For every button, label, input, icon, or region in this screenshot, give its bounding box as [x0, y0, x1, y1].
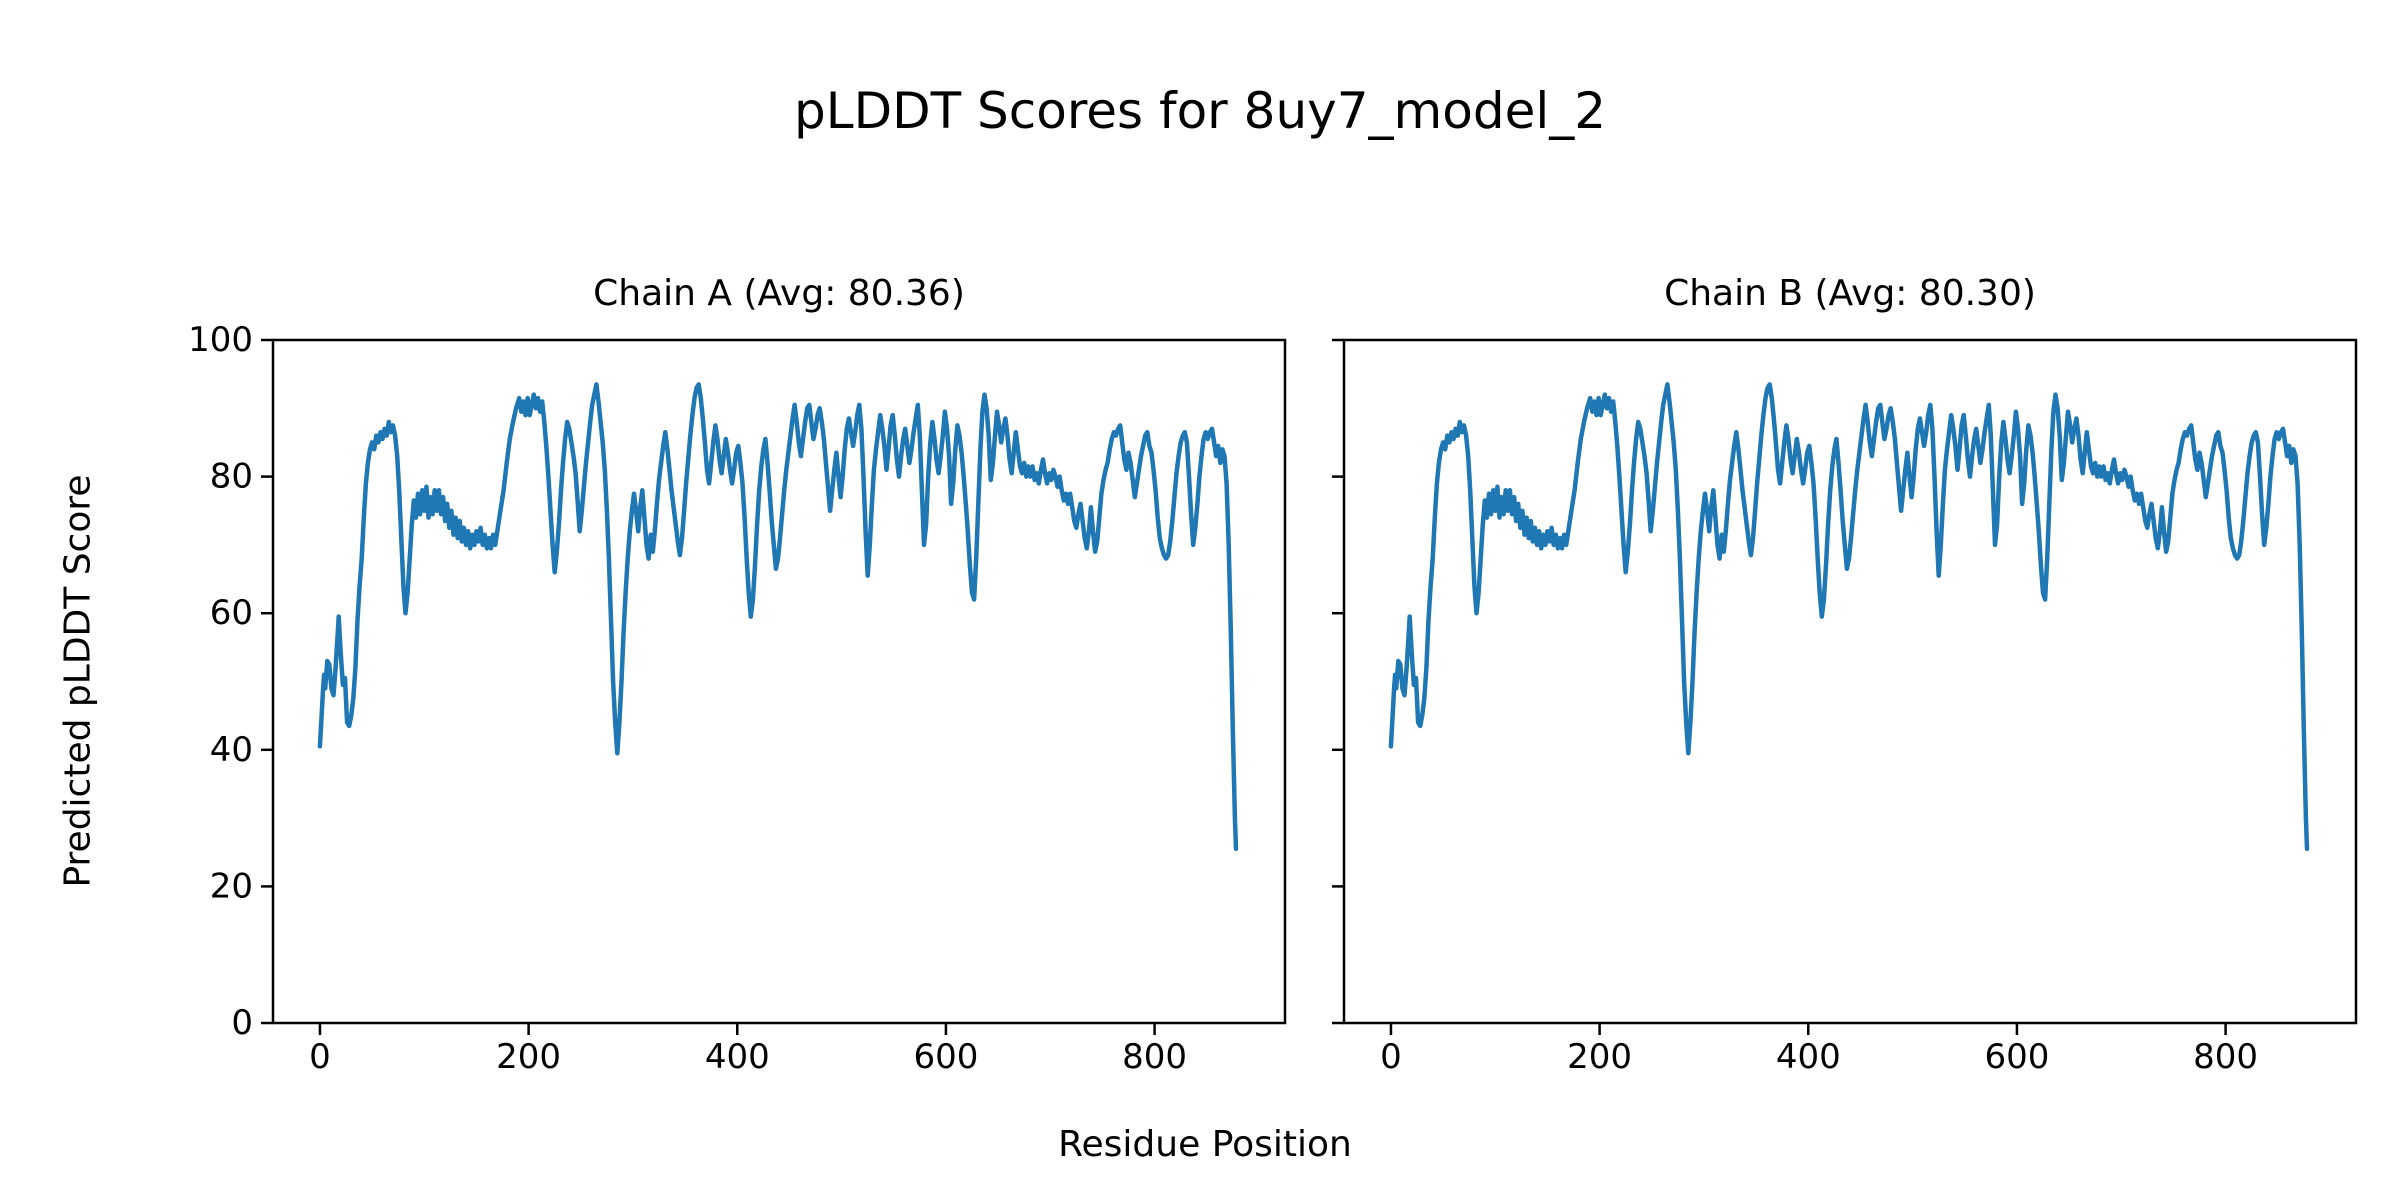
- x-tick-label: 400: [1776, 1037, 1841, 1077]
- chain-a-axes: [271, 338, 1287, 1025]
- y-tick-label: 60: [210, 593, 253, 633]
- chain-b-axes: [1342, 338, 2358, 1025]
- x-tick-label: 0: [309, 1037, 331, 1077]
- plddt-line-chain-a: [317, 382, 1239, 852]
- x-axis-label: Residue Position: [1058, 1124, 1352, 1165]
- chain-a-title: Chain A (Avg: 80.36): [593, 273, 965, 314]
- x-tick-label: 200: [1567, 1037, 1632, 1077]
- x-tick-label: 200: [496, 1037, 561, 1077]
- plddt-line-chain-b: [1388, 382, 2310, 852]
- x-tick-label: 600: [1984, 1037, 2049, 1077]
- y-tick-label: 100: [188, 320, 253, 360]
- y-tick-label: 20: [210, 866, 253, 906]
- x-tick-label: 0: [1380, 1037, 1402, 1077]
- y-tick-label: 0: [231, 1003, 253, 1043]
- y-tick-label: 40: [210, 730, 253, 770]
- x-tick-label: 600: [913, 1037, 978, 1077]
- x-tick-label: 800: [2193, 1037, 2258, 1077]
- x-tick-label: 800: [1122, 1037, 1187, 1077]
- chain-b-title: Chain B (Avg: 80.30): [1664, 273, 2036, 314]
- y-tick-label: 80: [210, 457, 253, 497]
- figure-title: pLDDT Scores for 8uy7_model_2: [793, 82, 1607, 140]
- x-tick-label: 400: [705, 1037, 770, 1077]
